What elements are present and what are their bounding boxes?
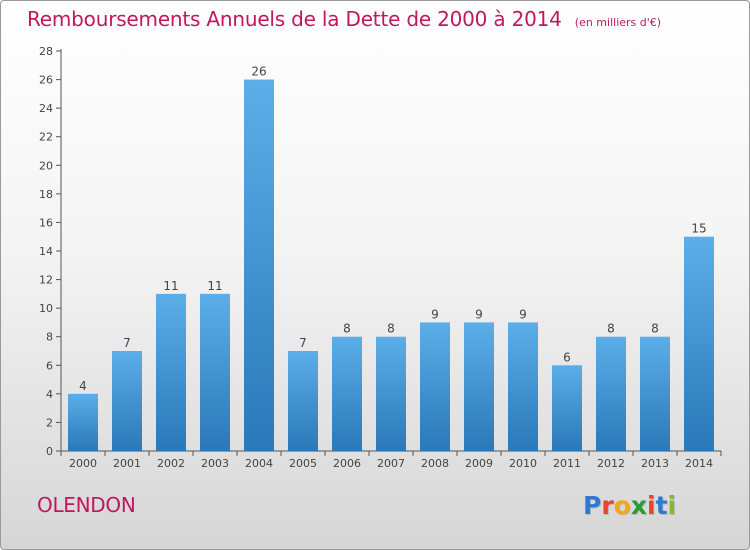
x-tick-label: 2002 <box>157 457 185 470</box>
bar <box>596 336 626 451</box>
data-label: 4 <box>79 379 87 393</box>
x-tick-label: 2005 <box>289 457 317 470</box>
x-tick-label: 2003 <box>201 457 229 470</box>
data-label: 26 <box>251 65 266 79</box>
y-tick-label: 12 <box>39 274 53 287</box>
x-tick-label: 2007 <box>377 457 405 470</box>
bar <box>508 322 538 451</box>
data-label: 7 <box>299 336 307 350</box>
chart-subtitle: (en milliers d'€) <box>574 16 662 29</box>
bar <box>464 322 494 451</box>
logo-letter: x <box>630 491 647 520</box>
bar <box>684 236 714 451</box>
logo-letter: P <box>583 491 602 520</box>
y-tick-label: 16 <box>39 216 53 229</box>
bar <box>288 351 318 451</box>
y-tick-label: 26 <box>39 74 53 87</box>
x-tick-label: 2001 <box>113 457 141 470</box>
x-tick-label: 2011 <box>553 457 581 470</box>
data-label: 9 <box>519 307 527 321</box>
x-tick-label: 2004 <box>245 457 273 470</box>
bar <box>244 79 274 452</box>
logo-letter: i <box>647 491 656 520</box>
data-label: 9 <box>431 307 439 321</box>
bar <box>640 336 670 451</box>
y-tick-label: 10 <box>39 302 53 315</box>
data-label: 6 <box>563 350 571 364</box>
bar <box>112 351 142 451</box>
bar <box>200 293 230 451</box>
bar <box>68 393 98 451</box>
place-name: OLENDON <box>37 493 136 517</box>
y-tick-label: 14 <box>39 245 53 258</box>
x-tick-label: 2009 <box>465 457 493 470</box>
data-label: 8 <box>607 322 615 336</box>
x-tick-label: 2014 <box>685 457 713 470</box>
data-label: 11 <box>163 279 178 293</box>
data-label: 9 <box>475 307 483 321</box>
y-tick-label: 0 <box>46 445 53 458</box>
logo-letter: t <box>655 491 668 520</box>
data-label: 8 <box>651 322 659 336</box>
y-tick-label: 6 <box>46 359 53 372</box>
x-tick-label: 2012 <box>597 457 625 470</box>
logo-letter: i <box>667 491 677 520</box>
y-tick-label: 2 <box>46 416 53 429</box>
y-tick-label: 22 <box>39 131 53 144</box>
title-row: Remboursements Annuels de la Dette de 20… <box>27 7 661 31</box>
data-label: 11 <box>207 279 222 293</box>
x-tick-label: 2006 <box>333 457 361 470</box>
bar <box>420 322 450 451</box>
data-label: 8 <box>387 322 395 336</box>
data-label: 7 <box>123 336 131 350</box>
y-tick-label: 20 <box>39 159 53 172</box>
y-tick-label: 8 <box>46 331 53 344</box>
logo-letter: o <box>613 491 631 520</box>
bar <box>552 365 582 451</box>
y-tick-label: 4 <box>46 388 53 401</box>
x-tick-label: 2013 <box>641 457 669 470</box>
proxiti-logo: Proxiti <box>583 491 676 520</box>
y-tick-label: 24 <box>39 102 53 115</box>
y-tick-label: 28 <box>39 45 53 58</box>
bar <box>332 336 362 451</box>
bar <box>376 336 406 451</box>
x-tick-label: 2000 <box>69 457 97 470</box>
chart-title: Remboursements Annuels de la Dette de 20… <box>27 7 562 31</box>
logo-letter: r <box>601 491 614 520</box>
data-label: 15 <box>691 222 706 236</box>
bar <box>156 293 186 451</box>
x-tick-label: 2008 <box>421 457 449 470</box>
data-label: 8 <box>343 322 351 336</box>
x-tick-label: 2010 <box>509 457 537 470</box>
y-tick-label: 18 <box>39 188 53 201</box>
